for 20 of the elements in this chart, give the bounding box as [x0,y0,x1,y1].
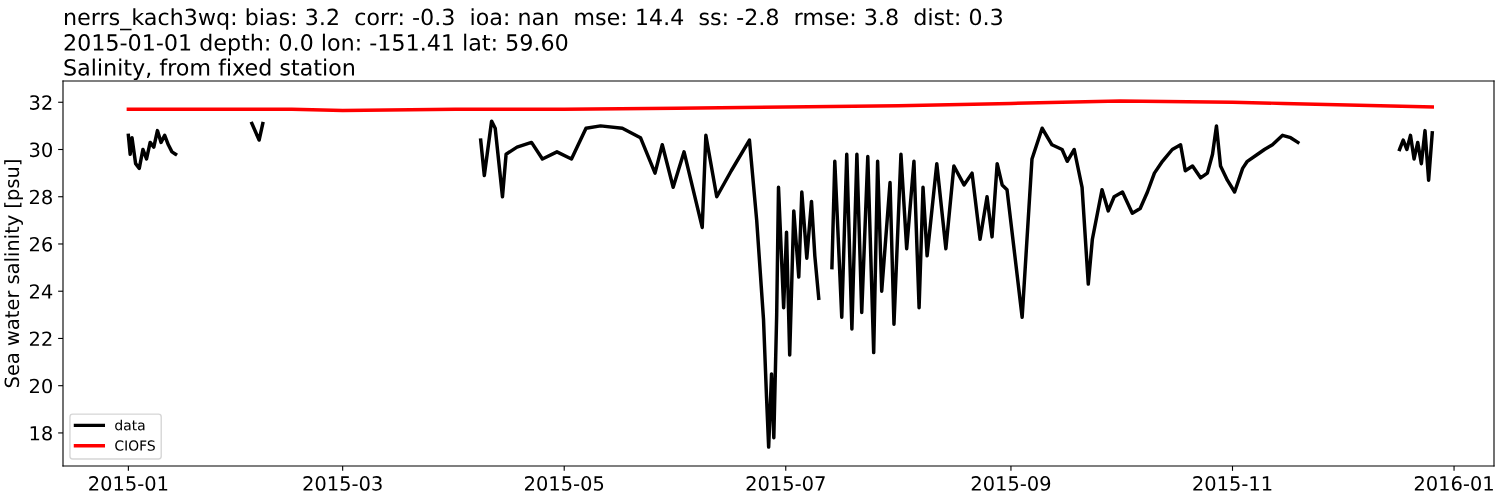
x-tick-label: 2015-07 [746,476,825,491]
y-tick-label: 28 [29,189,52,205]
x-tick-label: 2015-09 [971,476,1051,491]
y-tick-label: 32 [30,95,52,110]
x-tick-label: 2016-01 [1414,476,1493,491]
y-tick-label: 24 [29,284,53,299]
legend-label: CIOFS [115,440,155,451]
y-tick-label: 20 [29,378,52,394]
y-tick-label: 26 [29,236,53,252]
x-tick-label: 2015-01 [89,476,168,491]
y-axis-title: Sea water salinity [psu] [4,160,23,388]
x-tick-label: 2015-03 [303,476,382,491]
y-tick-label: 22 [29,331,52,346]
line-series [126,99,1434,113]
y-tick-label: 30 [30,142,52,158]
y-tick-label: 18 [30,425,52,441]
x-tick-label: 2015-05 [525,476,604,491]
legend-label: data [115,419,145,431]
chart-title: nerrs_kach3wq: bias: 3.2 corr: -0.3 ioa: nan mse: 14.4 ss: -2.8 rmse: 3.8 dist: 0.3 2015-01-01 depth: 0.0 lon: -151.41 lat: 59.60 Salinity, from fixed station [64,8,1002,81]
x-tick-label: 2015-11 [1193,476,1272,491]
